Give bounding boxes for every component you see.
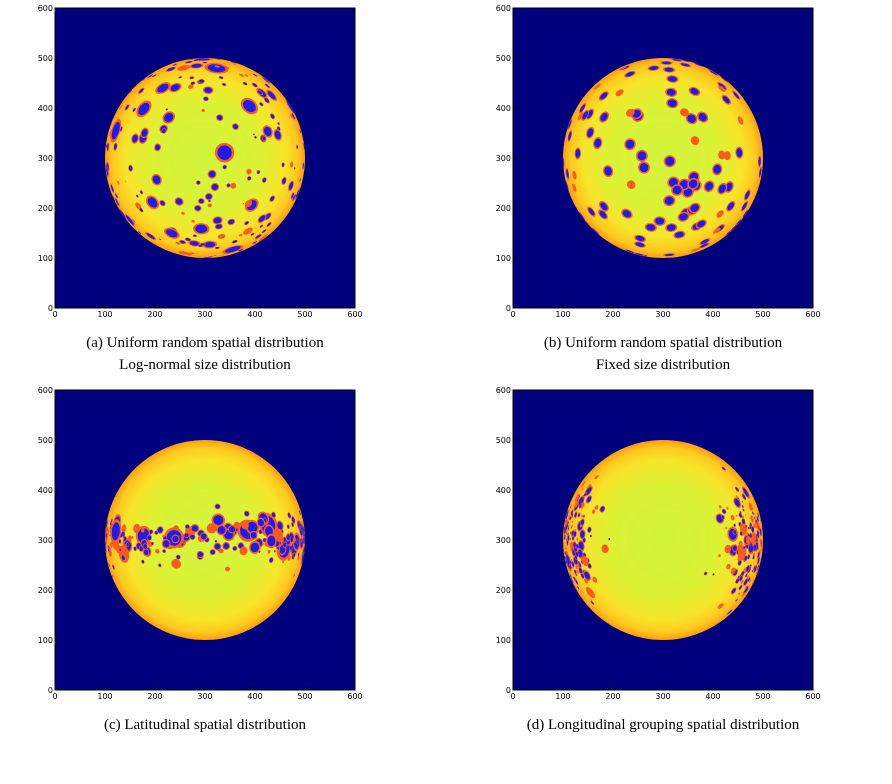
y-tick-label: 100 bbox=[496, 254, 511, 263]
y-tick-label: 0 bbox=[506, 304, 511, 313]
figure: 0 100 200 300 400 500 600 0 100 200 300 400 500 600 (a… bbox=[0, 0, 892, 784]
x-tick-label: 500 bbox=[755, 692, 770, 701]
panel: 0 100 200 300 400 500 600 0 100 200 300 400 500 600 (c… bbox=[38, 386, 363, 733]
y-tick-label: 400 bbox=[38, 486, 53, 495]
panel: 0 100 200 300 400 500 600 0 100 200 300 400 500 600 (a… bbox=[38, 4, 363, 373]
x-tick-label: 100 bbox=[97, 310, 112, 319]
y-tick-label: 0 bbox=[48, 686, 53, 695]
x-tick-label: 100 bbox=[555, 310, 570, 319]
caption: Log-normal size distribution bbox=[119, 357, 291, 373]
x-tick-label: 500 bbox=[297, 692, 312, 701]
x-tick-label: 300 bbox=[197, 692, 212, 701]
x-tick-label: 300 bbox=[655, 310, 670, 319]
x-tick-label: 400 bbox=[705, 692, 720, 701]
y-tick-label: 100 bbox=[38, 254, 53, 263]
x-tick-label: 200 bbox=[605, 310, 620, 319]
x-tick-label: 400 bbox=[247, 692, 262, 701]
x-tick-label: 100 bbox=[555, 692, 570, 701]
x-tick-label: 500 bbox=[297, 310, 312, 319]
y-tick-label: 400 bbox=[496, 486, 511, 495]
spot bbox=[749, 539, 750, 541]
x-tick-label: 400 bbox=[705, 310, 720, 319]
caption: (b) Uniform random spatial distribution bbox=[544, 335, 783, 351]
x-tick-label: 400 bbox=[247, 310, 262, 319]
y-tick-label: 300 bbox=[38, 154, 53, 163]
panel: 0 100 200 300 400 500 600 0 100 200 300 400 500 600 (b… bbox=[496, 4, 821, 373]
x-tick-label: 600 bbox=[805, 310, 820, 319]
x-tick-label: 300 bbox=[197, 310, 212, 319]
x-tick-label: 500 bbox=[755, 310, 770, 319]
y-tick-label: 600 bbox=[38, 4, 53, 13]
x-tick-label: 300 bbox=[655, 692, 670, 701]
x-tick-label: 0 bbox=[510, 692, 515, 701]
x-tick-label: 600 bbox=[347, 310, 362, 319]
y-tick-label: 100 bbox=[496, 636, 511, 645]
y-tick-label: 200 bbox=[496, 204, 511, 213]
y-tick-label: 600 bbox=[38, 386, 53, 395]
spot-umbra bbox=[203, 62, 207, 63]
y-tick-label: 300 bbox=[38, 536, 53, 545]
y-tick-label: 300 bbox=[496, 154, 511, 163]
x-tick-label: 200 bbox=[147, 310, 162, 319]
y-tick-label: 200 bbox=[38, 204, 53, 213]
y-tick-label: 0 bbox=[506, 686, 511, 695]
y-tick-label: 400 bbox=[496, 104, 511, 113]
y-tick-label: 600 bbox=[496, 4, 511, 13]
y-tick-label: 300 bbox=[496, 536, 511, 545]
x-tick-label: 200 bbox=[605, 692, 620, 701]
caption: Fixed size distribution bbox=[596, 357, 731, 373]
x-tick-label: 600 bbox=[347, 692, 362, 701]
y-tick-label: 500 bbox=[38, 436, 53, 445]
x-tick-label: 200 bbox=[147, 692, 162, 701]
y-tick-label: 500 bbox=[496, 436, 511, 445]
y-tick-label: 200 bbox=[38, 586, 53, 595]
x-tick-label: 0 bbox=[52, 692, 57, 701]
y-tick-label: 600 bbox=[496, 386, 511, 395]
x-tick-label: 0 bbox=[510, 310, 515, 319]
x-tick-label: 0 bbox=[52, 310, 57, 319]
caption: (c) Latitudinal spatial distribution bbox=[104, 717, 307, 733]
y-tick-label: 0 bbox=[48, 304, 53, 313]
caption: (d) Longitudinal grouping spatial distri… bbox=[527, 717, 800, 733]
y-tick-label: 500 bbox=[38, 54, 53, 63]
y-tick-label: 500 bbox=[496, 54, 511, 63]
x-tick-label: 600 bbox=[805, 692, 820, 701]
caption: (a) Uniform random spatial distribution bbox=[86, 335, 324, 351]
panel: 0 100 200 300 400 500 600 0 100 200 300 400 500 600 (d… bbox=[496, 386, 821, 733]
y-tick-label: 200 bbox=[496, 586, 511, 595]
y-tick-label: 400 bbox=[38, 104, 53, 113]
y-tick-label: 100 bbox=[38, 636, 53, 645]
x-tick-label: 100 bbox=[97, 692, 112, 701]
